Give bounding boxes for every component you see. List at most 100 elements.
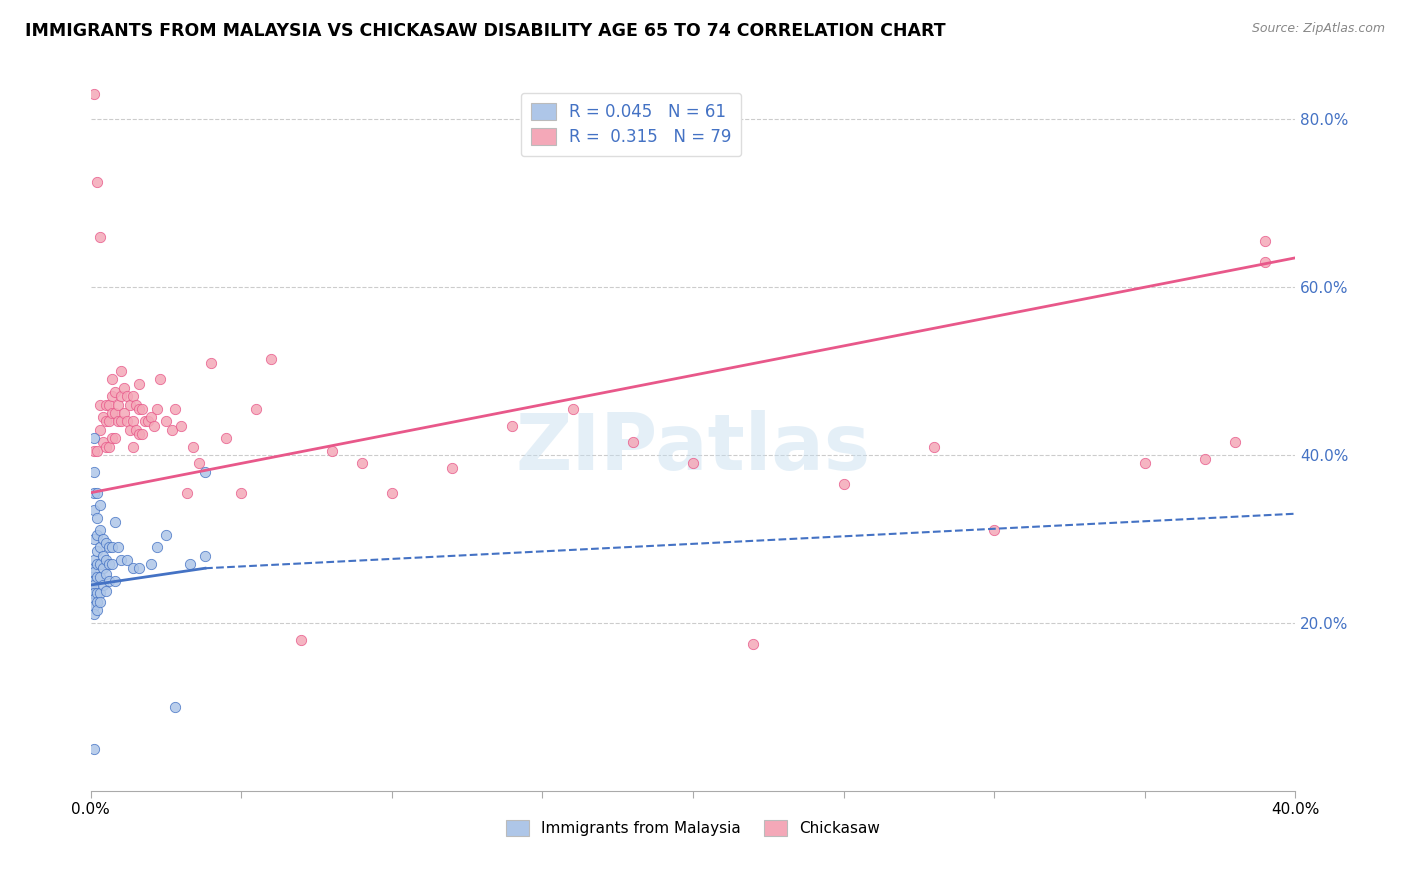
Point xyxy=(110,414,132,428)
Point xyxy=(79,569,101,583)
Point xyxy=(94,398,117,412)
Point xyxy=(350,456,373,470)
Point xyxy=(194,465,217,479)
Point xyxy=(97,541,120,555)
Point xyxy=(260,351,283,366)
Point xyxy=(128,401,150,416)
Point xyxy=(115,553,138,567)
Point xyxy=(86,544,108,558)
Point xyxy=(231,485,253,500)
Point xyxy=(139,410,162,425)
Point xyxy=(561,401,583,416)
Point xyxy=(94,440,117,454)
Point xyxy=(86,557,108,571)
Point xyxy=(97,574,120,588)
Point xyxy=(501,418,523,433)
Point xyxy=(170,418,193,433)
Point xyxy=(1194,452,1216,467)
Point xyxy=(83,465,105,479)
Point xyxy=(131,401,153,416)
Point xyxy=(131,427,153,442)
Point xyxy=(146,541,169,555)
Point xyxy=(128,376,150,391)
Point xyxy=(121,414,143,428)
Point xyxy=(97,440,120,454)
Point xyxy=(91,435,114,450)
Point xyxy=(83,592,105,607)
Point xyxy=(1254,234,1277,248)
Point xyxy=(118,398,141,412)
Point xyxy=(181,440,204,454)
Point xyxy=(115,389,138,403)
Point xyxy=(86,443,108,458)
Point xyxy=(91,532,114,546)
Point xyxy=(194,549,217,563)
Point xyxy=(94,553,117,567)
Point xyxy=(128,427,150,442)
Point xyxy=(188,456,211,470)
Point xyxy=(89,398,111,412)
Point xyxy=(110,389,132,403)
Point xyxy=(89,499,111,513)
Point xyxy=(100,557,122,571)
Point xyxy=(163,699,186,714)
Point xyxy=(110,553,132,567)
Point xyxy=(83,485,105,500)
Point xyxy=(121,440,143,454)
Point xyxy=(86,603,108,617)
Point xyxy=(682,456,704,470)
Point xyxy=(97,398,120,412)
Point xyxy=(83,599,105,613)
Text: ZIPatlas: ZIPatlas xyxy=(516,410,870,486)
Point xyxy=(83,443,105,458)
Point xyxy=(83,553,105,567)
Point xyxy=(83,502,105,516)
Point xyxy=(160,423,183,437)
Point xyxy=(107,414,129,428)
Point xyxy=(176,485,198,500)
Point xyxy=(86,527,108,541)
Point xyxy=(621,435,644,450)
Point xyxy=(121,561,143,575)
Point xyxy=(179,557,201,571)
Point xyxy=(89,230,111,244)
Point xyxy=(104,431,127,445)
Point xyxy=(83,586,105,600)
Point xyxy=(91,549,114,563)
Point xyxy=(86,595,108,609)
Point xyxy=(89,595,111,609)
Point xyxy=(155,414,177,428)
Point xyxy=(83,431,105,445)
Point xyxy=(922,440,945,454)
Text: Source: ZipAtlas.com: Source: ZipAtlas.com xyxy=(1251,22,1385,36)
Point xyxy=(97,414,120,428)
Point xyxy=(104,574,127,588)
Point xyxy=(1225,435,1247,450)
Point xyxy=(136,414,159,428)
Point xyxy=(100,431,122,445)
Point xyxy=(89,557,111,571)
Point xyxy=(104,406,127,420)
Point xyxy=(79,578,101,592)
Point xyxy=(146,401,169,416)
Point xyxy=(1254,255,1277,269)
Point xyxy=(89,586,111,600)
Point xyxy=(83,578,105,592)
Point xyxy=(100,372,122,386)
Point xyxy=(134,414,156,428)
Point xyxy=(83,607,105,622)
Point xyxy=(83,532,105,546)
Point xyxy=(79,561,101,575)
Point xyxy=(97,557,120,571)
Point xyxy=(321,443,343,458)
Point xyxy=(83,566,105,580)
Point xyxy=(125,398,148,412)
Point xyxy=(104,515,127,529)
Point xyxy=(83,741,105,756)
Legend: Immigrants from Malaysia, Chickasaw: Immigrants from Malaysia, Chickasaw xyxy=(499,813,887,844)
Point xyxy=(89,423,111,437)
Point xyxy=(83,574,105,588)
Point xyxy=(94,583,117,598)
Point xyxy=(163,401,186,416)
Point xyxy=(100,389,122,403)
